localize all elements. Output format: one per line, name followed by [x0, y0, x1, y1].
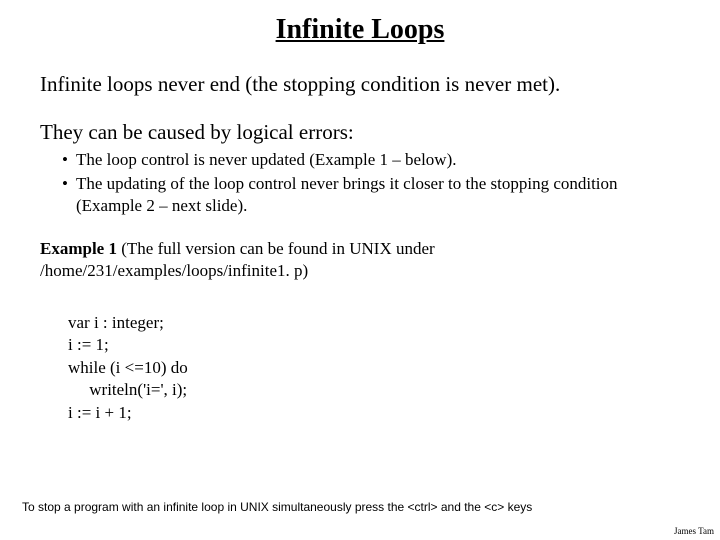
- example-label: Example 1 (The full version can be found…: [40, 238, 680, 282]
- intro-paragraph: Infinite loops never end (the stopping c…: [40, 72, 680, 98]
- list-item: The updating of the loop control never b…: [62, 173, 680, 217]
- example-label-bold: Example 1: [40, 239, 117, 258]
- slide-title: Infinite Loops: [40, 14, 680, 46]
- code-line: while (i <=10) do: [68, 357, 680, 379]
- author-label: James Tam: [674, 526, 714, 536]
- causes-heading: They can be caused by logical errors:: [40, 120, 680, 146]
- code-line: var i : integer;: [68, 312, 680, 334]
- bullet-list: The loop control is never updated (Examp…: [40, 149, 680, 216]
- list-item: The loop control is never updated (Examp…: [62, 149, 680, 171]
- slide: Infinite Loops Infinite loops never end …: [0, 0, 720, 540]
- footnote: To stop a program with an infinite loop …: [22, 500, 532, 514]
- code-line: i := 1;: [68, 334, 680, 356]
- code-line: i := i + 1;: [68, 402, 680, 424]
- code-block: var i : integer; i := 1; while (i <=10) …: [68, 312, 680, 424]
- code-line: writeln('i=', i);: [68, 379, 680, 401]
